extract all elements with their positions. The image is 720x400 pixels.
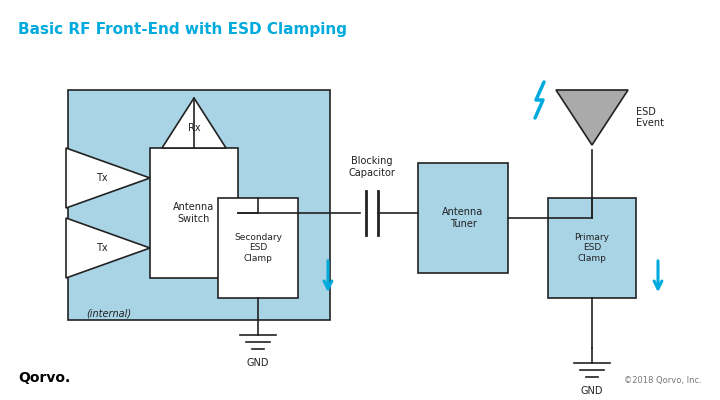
Text: Basic RF Front-End with ESD Clamping: Basic RF Front-End with ESD Clamping: [18, 22, 347, 37]
Polygon shape: [66, 218, 150, 278]
Text: (internal): (internal): [86, 308, 131, 318]
Text: Tx: Tx: [96, 173, 107, 183]
Polygon shape: [66, 148, 150, 208]
Text: Antenna
Tuner: Antenna Tuner: [442, 207, 484, 229]
Bar: [418, 163, 508, 273]
Text: GND: GND: [581, 386, 603, 396]
Text: Secondary
ESD
Clamp: Secondary ESD Clamp: [234, 233, 282, 263]
Bar: [150, 148, 238, 278]
Text: Tx: Tx: [96, 243, 107, 253]
Text: ©2018 Qorvo, Inc.: ©2018 Qorvo, Inc.: [624, 376, 702, 385]
Text: Qorvo.: Qorvo.: [18, 371, 71, 385]
Bar: [548, 198, 636, 298]
Bar: [218, 198, 298, 298]
Polygon shape: [556, 90, 628, 145]
Bar: [68, 90, 330, 320]
Text: Antenna
Switch: Antenna Switch: [174, 202, 215, 224]
Text: ESD
Event: ESD Event: [636, 107, 664, 128]
Text: GND: GND: [247, 358, 269, 368]
Text: Blocking
Capacitor: Blocking Capacitor: [348, 156, 395, 178]
Polygon shape: [162, 98, 226, 148]
Text: Primary
ESD
Clamp: Primary ESD Clamp: [575, 233, 610, 263]
Text: Rx: Rx: [188, 123, 200, 133]
